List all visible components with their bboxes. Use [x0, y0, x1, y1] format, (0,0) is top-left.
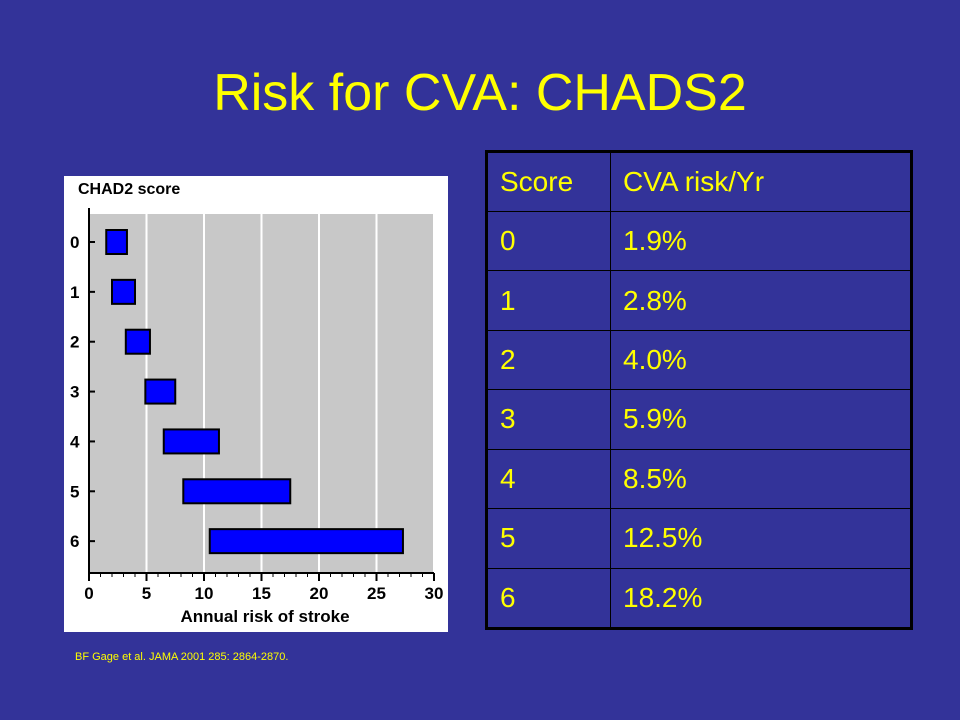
risk-cell: 4.0% — [610, 329, 912, 391]
x-tick-label: 25 — [367, 584, 386, 603]
risk-cell: 8.5% — [610, 448, 912, 510]
chads2-chart: 0 5 10 15 20 25 30 0 1 2 3 4 5 6 CHAD2 score Annual r… — [64, 176, 448, 632]
risk-table: Score CVA risk/Yr 0 1.9% 1 2.8% 2 4.0% 3… — [485, 150, 913, 630]
score-cell: 1 — [486, 270, 611, 331]
score-cell: 6 — [486, 567, 611, 630]
y-tick-label: 2 — [70, 333, 79, 352]
bar-score-3 — [144, 378, 177, 405]
citation: BF Gage et al. JAMA 2001 285: 2864-2870. — [75, 651, 289, 663]
table-row: 5 12.5% — [486, 508, 912, 569]
table-row: 0 1.9% — [486, 210, 912, 272]
bar-score-2 — [124, 328, 151, 355]
bar-score-5 — [182, 478, 292, 505]
bars — [105, 229, 404, 555]
score-cell: 5 — [486, 508, 611, 569]
y-tick-label: 1 — [70, 283, 79, 302]
table-row: 3 5.9% — [486, 389, 912, 450]
score-cell: 0 — [486, 210, 611, 272]
chart-title: CHAD2 score — [78, 181, 180, 198]
chart-svg: 0 5 10 15 20 25 30 0 1 2 3 4 5 6 CHAD2 score Annual r… — [64, 176, 448, 632]
table-row: 2 4.0% — [486, 329, 912, 391]
table-row: 6 18.2% — [486, 567, 912, 630]
axes: 0 5 10 15 20 25 30 0 1 2 3 4 5 6 — [70, 208, 443, 603]
header-cva-risk: CVA risk/Yr — [610, 151, 912, 212]
risk-cell: 18.2% — [610, 567, 912, 630]
risk-cell: 12.5% — [610, 508, 912, 569]
score-cell: 3 — [486, 389, 611, 450]
x-tick-label: 15 — [252, 584, 271, 603]
slide-title: Risk for CVA: CHADS2 — [213, 64, 747, 122]
table-row: 4 8.5% — [486, 448, 912, 510]
y-tick-label: 5 — [70, 482, 79, 501]
x-tick-label: 10 — [195, 584, 214, 603]
risk-cell: 1.9% — [610, 210, 912, 272]
y-tick-label: 3 — [70, 383, 79, 402]
table-row: 1 2.8% — [486, 270, 912, 331]
x-tick-label: 0 — [84, 584, 93, 603]
header-score: Score — [486, 151, 611, 212]
y-tick-label: 4 — [70, 432, 80, 451]
table-header-row: Score CVA risk/Yr — [486, 151, 912, 212]
risk-cell: 2.8% — [610, 270, 912, 331]
x-axis-label: Annual risk of stroke — [180, 607, 349, 626]
score-cell: 4 — [486, 448, 611, 510]
bar-score-1 — [111, 278, 136, 305]
y-tick-label: 0 — [70, 233, 79, 252]
risk-cell: 5.9% — [610, 389, 912, 450]
bar-score-6 — [208, 528, 404, 555]
bar-score-4 — [162, 428, 220, 455]
score-cell: 2 — [486, 329, 611, 391]
y-tick-label: 6 — [70, 532, 79, 551]
bar-score-0 — [105, 229, 128, 255]
x-tick-label: 5 — [142, 584, 151, 603]
x-tick-label: 20 — [310, 584, 329, 603]
x-tick-label: 30 — [425, 584, 444, 603]
